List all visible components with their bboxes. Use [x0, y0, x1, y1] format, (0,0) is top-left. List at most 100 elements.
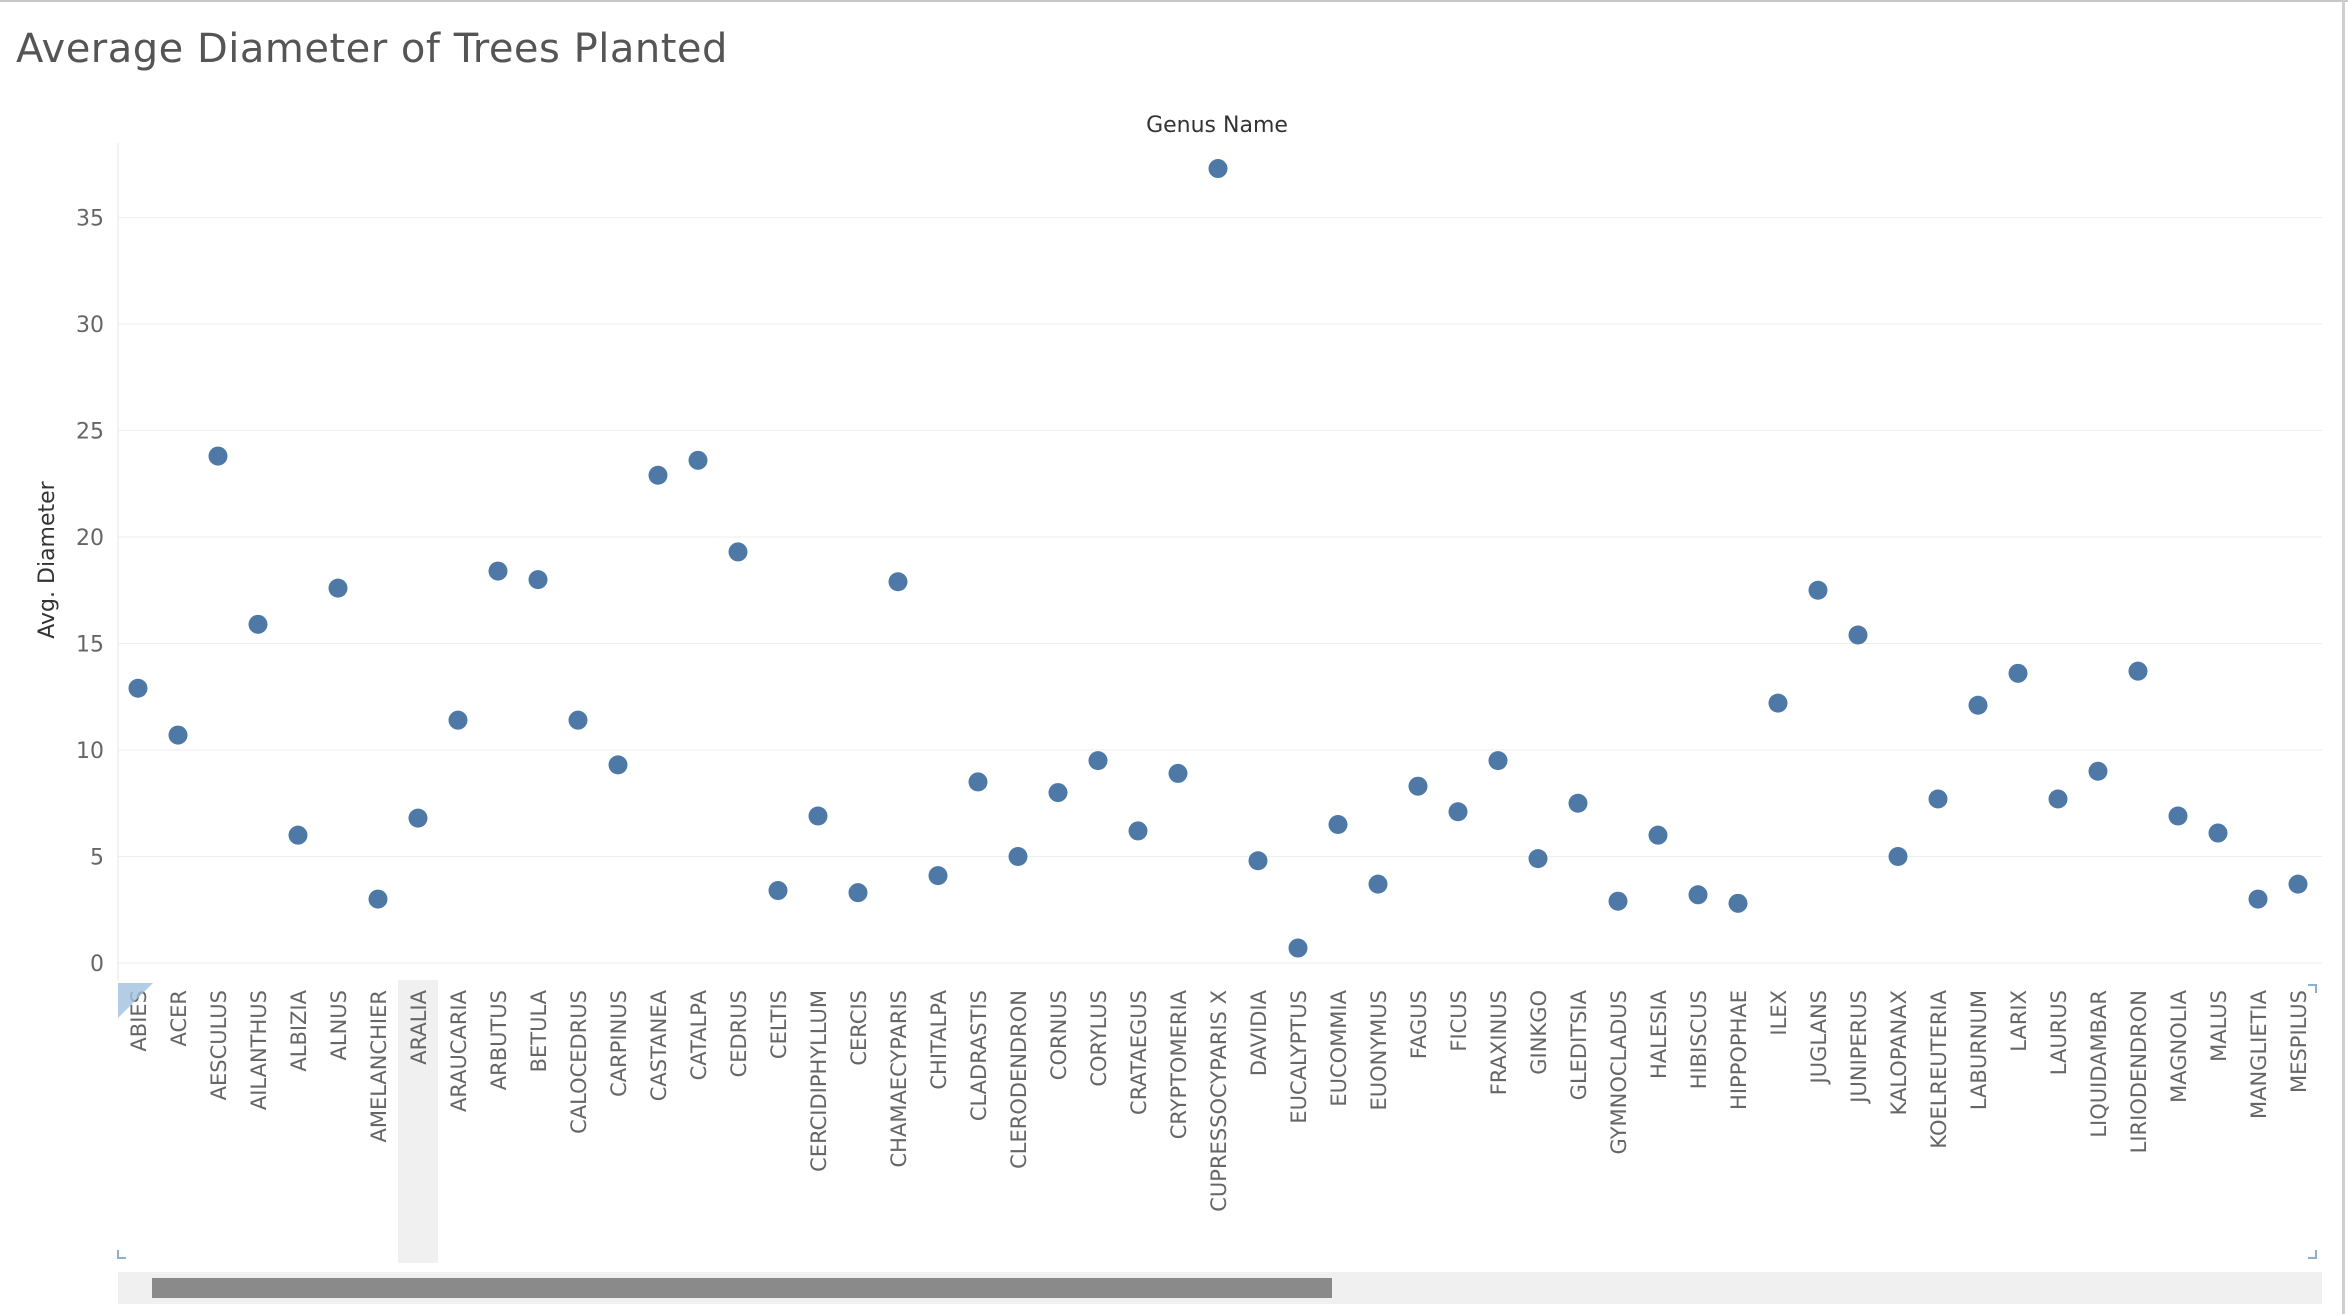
- data-point[interactable]: [328, 578, 348, 598]
- x-tick-label[interactable]: KOELREUTERIA: [1927, 989, 1951, 1148]
- data-point[interactable]: [2168, 806, 2188, 826]
- data-point[interactable]: [888, 572, 908, 592]
- data-point[interactable]: [1928, 789, 1948, 809]
- data-point[interactable]: [288, 825, 308, 845]
- x-tick-label[interactable]: ARALIA: [407, 989, 431, 1064]
- x-tick-label[interactable]: LARIX: [2007, 990, 2031, 1052]
- scrollbar-thumb[interactable]: [152, 1278, 1332, 1298]
- data-point[interactable]: [968, 772, 988, 792]
- data-point[interactable]: [1728, 893, 1748, 913]
- data-point[interactable]: [1248, 851, 1268, 871]
- x-tick-label[interactable]: GYMNOCLADUS: [1607, 990, 1631, 1155]
- x-tick-label[interactable]: LAURUS: [2047, 990, 2071, 1075]
- horizontal-scrollbar[interactable]: [118, 1272, 2322, 1304]
- data-point[interactable]: [1208, 159, 1228, 179]
- data-point[interactable]: [568, 710, 588, 730]
- x-tick-label[interactable]: ARAUCARIA: [447, 989, 471, 1112]
- data-point[interactable]: [1488, 751, 1508, 771]
- x-tick-label[interactable]: DAVIDIA: [1247, 989, 1271, 1076]
- data-point[interactable]: [2088, 761, 2108, 781]
- x-tick-label[interactable]: CLERODENDRON: [1007, 990, 1031, 1169]
- x-tick-label[interactable]: ILEX: [1767, 990, 1791, 1036]
- data-point[interactable]: [1368, 874, 1388, 894]
- data-point[interactable]: [1648, 825, 1668, 845]
- x-tick-label[interactable]: EUCALYPTUS: [1287, 990, 1311, 1124]
- x-tick-label[interactable]: CHAMAECYPARIS: [887, 990, 911, 1168]
- x-tick-label[interactable]: HIPPOPHAE: [1727, 990, 1751, 1110]
- x-tick-label[interactable]: LIRIODENDRON: [2127, 990, 2151, 1153]
- x-tick-label[interactable]: CRYPTOMERIA: [1167, 989, 1191, 1139]
- x-tick-label[interactable]: LABURNUM: [1967, 990, 1991, 1110]
- x-tick-label[interactable]: MALUS: [2207, 990, 2231, 1062]
- data-point[interactable]: [1168, 763, 1188, 783]
- data-point[interactable]: [168, 725, 188, 745]
- data-point[interactable]: [1088, 751, 1108, 771]
- data-point[interactable]: [848, 883, 868, 903]
- data-point[interactable]: [528, 570, 548, 590]
- x-tick-label[interactable]: AILANTHUS: [247, 990, 271, 1110]
- data-point[interactable]: [2208, 823, 2228, 843]
- x-tick-label[interactable]: ALNUS: [327, 990, 351, 1060]
- x-tick-label[interactable]: KALOPANAX: [1887, 990, 1911, 1115]
- x-tick-label[interactable]: AESCULUS: [207, 990, 231, 1100]
- data-point[interactable]: [1808, 580, 1828, 600]
- data-point[interactable]: [688, 450, 708, 470]
- x-tick-label[interactable]: CORNUS: [1047, 990, 1071, 1080]
- x-tick-label[interactable]: FICUS: [1447, 990, 1471, 1052]
- x-tick-label[interactable]: ALBIZIA: [287, 989, 311, 1071]
- data-point[interactable]: [1768, 693, 1788, 713]
- x-tick-label[interactable]: CHITALPA: [927, 989, 951, 1089]
- data-point[interactable]: [1128, 821, 1148, 841]
- data-point[interactable]: [248, 614, 268, 634]
- data-point[interactable]: [728, 542, 748, 562]
- x-tick-label[interactable]: CORYLUS: [1087, 990, 1111, 1087]
- data-point[interactable]: [1968, 695, 1988, 715]
- data-point[interactable]: [1528, 849, 1548, 869]
- x-tick-label[interactable]: JUNIPERUS: [1847, 990, 1871, 1105]
- data-point[interactable]: [2128, 661, 2148, 681]
- data-point[interactable]: [368, 889, 388, 909]
- data-point[interactable]: [1408, 776, 1428, 796]
- x-tick-label[interactable]: ACER: [167, 990, 191, 1047]
- data-point[interactable]: [2288, 874, 2308, 894]
- data-point[interactable]: [1688, 885, 1708, 905]
- data-point[interactable]: [1848, 625, 1868, 645]
- x-tick-label[interactable]: CATALPA: [687, 989, 711, 1080]
- x-tick-label[interactable]: LIQUIDAMBAR: [2087, 990, 2111, 1138]
- data-point[interactable]: [1288, 938, 1308, 958]
- x-tick-label[interactable]: AMELANCHIER: [367, 990, 391, 1143]
- x-tick-label[interactable]: CLADRASTIS: [967, 990, 991, 1121]
- data-point[interactable]: [1328, 815, 1348, 835]
- x-tick-label[interactable]: BETULA: [527, 989, 551, 1072]
- data-point[interactable]: [928, 866, 948, 886]
- x-tick-label[interactable]: CARPINUS: [607, 990, 631, 1097]
- data-point[interactable]: [648, 465, 668, 485]
- x-tick-label[interactable]: ARBUTUS: [487, 990, 511, 1090]
- data-point[interactable]: [1048, 783, 1068, 803]
- data-point[interactable]: [2048, 789, 2068, 809]
- data-point[interactable]: [1888, 846, 1908, 866]
- x-tick-label[interactable]: HIBISCUS: [1687, 990, 1711, 1089]
- data-point[interactable]: [768, 881, 788, 901]
- data-point[interactable]: [1568, 793, 1588, 813]
- x-tick-label[interactable]: CEDRUS: [727, 990, 751, 1077]
- x-tick-label[interactable]: JUGLANS: [1807, 990, 1831, 1085]
- x-tick-label[interactable]: CUPRESSOCYPARIS X: [1207, 990, 1231, 1212]
- x-tick-label[interactable]: MAGNOLIA: [2167, 989, 2191, 1103]
- x-tick-label[interactable]: MANGLIETIA: [2247, 989, 2271, 1119]
- data-point[interactable]: [1448, 802, 1468, 822]
- data-point[interactable]: [408, 808, 428, 828]
- x-tick-label[interactable]: CASTANEA: [647, 989, 671, 1101]
- x-tick-label[interactable]: CALOCEDRUS: [567, 990, 591, 1134]
- data-point[interactable]: [808, 806, 828, 826]
- x-tick-label[interactable]: EUCOMMIA: [1327, 989, 1351, 1106]
- x-tick-label[interactable]: FAGUS: [1407, 990, 1431, 1059]
- data-point[interactable]: [208, 446, 228, 466]
- data-point[interactable]: [128, 678, 148, 698]
- data-point[interactable]: [2008, 663, 2028, 683]
- data-point[interactable]: [2248, 889, 2268, 909]
- x-tick-label[interactable]: GINKGO: [1527, 990, 1551, 1075]
- x-tick-label[interactable]: CELTIS: [767, 990, 791, 1059]
- data-point[interactable]: [448, 710, 468, 730]
- data-point[interactable]: [1608, 891, 1628, 911]
